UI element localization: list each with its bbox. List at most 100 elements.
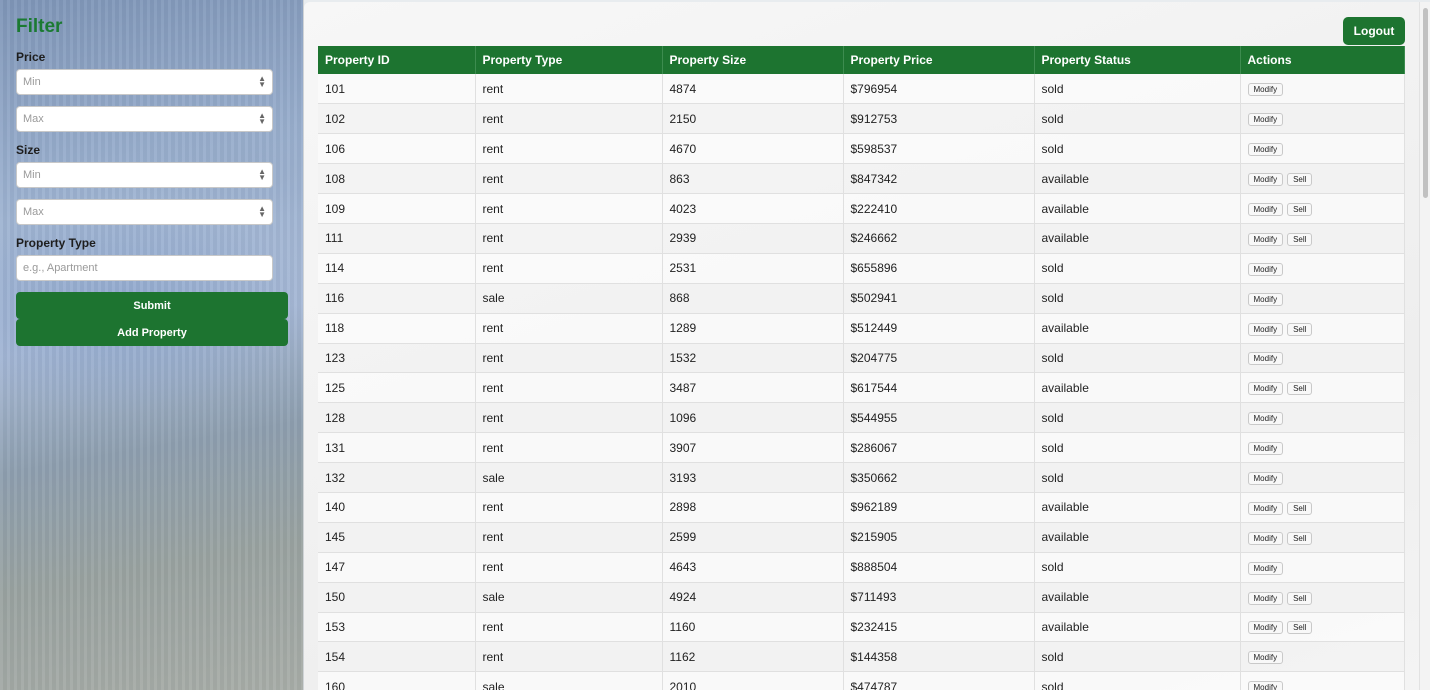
modify-button[interactable]: Modify <box>1247 472 1284 486</box>
modify-button[interactable]: Modify <box>1247 262 1284 276</box>
sell-button[interactable]: Sell <box>1287 232 1313 246</box>
table-row: 109 rent 4023 $222410 available Modify Sell <box>318 193 1405 224</box>
table-row: 114 rent 2531 $655896 sold Modify <box>318 253 1405 284</box>
cell-actions: Modify <box>1240 253 1405 284</box>
filter-sidebar: Filter Price Min ▲ ▼ Max ▲ ▼ Size Min ▲ ▼ M… <box>0 0 304 690</box>
sell-button[interactable]: Sell <box>1287 501 1313 515</box>
modify-button[interactable]: Modify <box>1247 143 1284 157</box>
scrollbar-thumb[interactable] <box>1423 8 1428 198</box>
size-max-placeholder: Max <box>23 206 44 218</box>
price-max-input[interactable]: Max ▲ ▼ <box>16 106 273 132</box>
sell-button[interactable]: Sell <box>1287 382 1313 396</box>
table-row: 160 sale 2010 $474787 sold Modify <box>318 671 1405 690</box>
stepper-icon[interactable]: ▲ ▼ <box>258 167 266 182</box>
cell-property-price: $144358 <box>843 641 1035 673</box>
property-type-placeholder: e.g., Apartment <box>23 262 98 274</box>
cell-property-size: 4643 <box>662 552 844 583</box>
property-type-input[interactable]: e.g., Apartment <box>16 255 273 281</box>
sell-button[interactable]: Sell <box>1287 531 1313 545</box>
price-max-placeholder: Max <box>23 113 44 125</box>
cell-property-price: $350662 <box>843 462 1035 493</box>
size-min-input[interactable]: Min ▲ ▼ <box>16 162 273 188</box>
modify-button[interactable]: Modify <box>1247 83 1284 97</box>
price-min-input[interactable]: Min ▲ ▼ <box>16 69 273 95</box>
modify-button[interactable]: Modify <box>1247 113 1284 127</box>
modify-button[interactable]: Modify <box>1247 681 1284 690</box>
cell-property-size: 868 <box>662 283 844 314</box>
cell-property-status: sold <box>1034 402 1241 434</box>
column-header-actions: Actions <box>1240 46 1405 74</box>
table-body: 101 rent 4874 $796954 sold Modify 102 rent 2150 $… <box>318 74 1405 690</box>
sell-button[interactable]: Sell <box>1287 173 1313 187</box>
sell-button[interactable]: Sell <box>1287 203 1313 216</box>
cell-actions: Modify Sell <box>1240 582 1405 613</box>
cell-property-price: $474787 <box>843 671 1035 690</box>
cell-property-id: 116 <box>318 283 476 314</box>
cell-property-size: 3907 <box>662 432 844 464</box>
cell-property-id: 109 <box>318 193 476 224</box>
cell-property-type: rent <box>475 402 663 434</box>
cell-property-status: sold <box>1034 432 1241 464</box>
modify-button[interactable]: Modify <box>1247 501 1284 515</box>
cell-property-price: $246662 <box>843 223 1035 254</box>
cell-property-size: 2531 <box>662 253 844 284</box>
modify-button[interactable]: Modify <box>1247 203 1284 216</box>
cell-actions: Modify <box>1240 343 1405 374</box>
cell-property-type: rent <box>475 522 663 553</box>
cell-property-type: rent <box>475 193 663 224</box>
modify-button[interactable]: Modify <box>1247 442 1284 456</box>
cell-actions: Modify <box>1240 552 1405 583</box>
cell-property-type: rent <box>475 313 663 344</box>
cell-actions: Modify <box>1240 283 1405 314</box>
modify-button[interactable]: Modify <box>1247 382 1284 396</box>
cell-property-size: 1289 <box>662 313 844 344</box>
cell-property-id: 154 <box>318 641 476 673</box>
cell-property-id: 145 <box>318 522 476 553</box>
modify-button[interactable]: Modify <box>1247 621 1284 635</box>
sell-button[interactable]: Sell <box>1287 322 1313 336</box>
table-row: 153 rent 1160 $232415 available Modify Sell <box>318 612 1405 643</box>
cell-property-id: 123 <box>318 343 476 374</box>
sell-button[interactable]: Sell <box>1287 591 1313 605</box>
cell-property-type: sale <box>475 462 663 493</box>
table-row: 131 rent 3907 $286067 sold Modify <box>318 432 1405 464</box>
page-scrollbar[interactable] <box>1419 2 1430 690</box>
cell-property-price: $796954 <box>843 74 1035 105</box>
sell-button[interactable]: Sell <box>1287 621 1313 635</box>
modify-button[interactable]: Modify <box>1247 591 1284 605</box>
logout-button[interactable]: Logout <box>1343 17 1405 45</box>
modify-button[interactable]: Modify <box>1247 292 1284 306</box>
modify-button[interactable]: Modify <box>1247 322 1284 336</box>
modify-button[interactable]: Modify <box>1247 232 1284 246</box>
cell-property-size: 2898 <box>662 492 844 523</box>
modify-button[interactable]: Modify <box>1247 352 1284 366</box>
submit-button[interactable]: Submit <box>16 292 288 319</box>
cell-property-price: $204775 <box>843 343 1035 374</box>
cell-property-id: 160 <box>318 671 476 690</box>
cell-property-type: rent <box>475 372 663 404</box>
cell-actions: Modify <box>1240 103 1405 135</box>
cell-property-status: sold <box>1034 283 1241 314</box>
modify-button[interactable]: Modify <box>1247 651 1284 665</box>
modify-button[interactable]: Modify <box>1247 412 1284 426</box>
cell-property-id: 114 <box>318 253 476 284</box>
modify-button[interactable]: Modify <box>1247 561 1284 575</box>
stepper-icon[interactable]: ▲ ▼ <box>258 111 266 126</box>
cell-property-size: 863 <box>662 163 844 195</box>
price-label: Price <box>16 50 46 64</box>
cell-property-status: available <box>1034 372 1241 404</box>
stepper-icon[interactable]: ▲ ▼ <box>258 74 266 89</box>
cell-property-status: sold <box>1034 671 1241 690</box>
cell-property-type: rent <box>475 223 663 254</box>
add-property-button[interactable]: Add Property <box>16 319 288 346</box>
size-max-input[interactable]: Max ▲ ▼ <box>16 199 273 225</box>
cell-property-status: sold <box>1034 133 1241 165</box>
modify-button[interactable]: Modify <box>1247 531 1284 545</box>
cell-property-price: $655896 <box>843 253 1035 284</box>
table-row: 132 sale 3193 $350662 sold Modify <box>318 462 1405 493</box>
modify-button[interactable]: Modify <box>1247 173 1284 187</box>
cell-actions: Modify <box>1240 641 1405 673</box>
cell-property-size: 4023 <box>662 193 844 224</box>
cell-property-price: $847342 <box>843 163 1035 195</box>
stepper-icon[interactable]: ▲ ▼ <box>258 204 266 219</box>
